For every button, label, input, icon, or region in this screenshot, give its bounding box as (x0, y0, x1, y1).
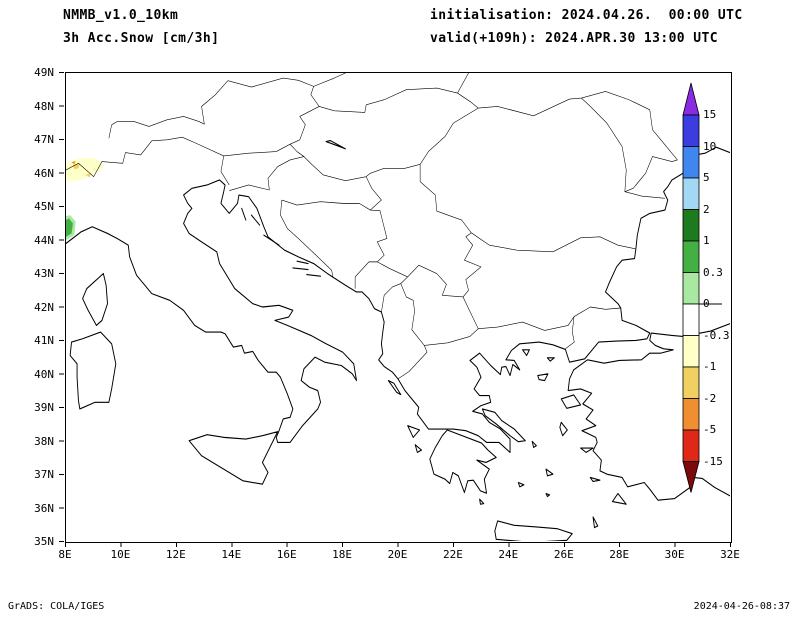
lat-label: 37N (34, 468, 54, 481)
colorbar-label: -0.3 (703, 328, 730, 342)
lat-label: 46N (34, 166, 54, 180)
lat-label: 36N (34, 501, 54, 515)
colorbar-label: 2 (703, 202, 710, 216)
lat-label: 38N (34, 434, 54, 448)
lon-label: 22E (442, 548, 463, 561)
colorbar-label: 10 (703, 139, 717, 153)
snow-patch-pale-yellow (66, 158, 105, 182)
colorbar-label: 0 (703, 297, 710, 310)
lat-label: 45N (34, 200, 54, 213)
colorbar-label: 1 (703, 234, 710, 247)
grads-credit: GrADS: COLA/IGES (8, 601, 105, 612)
lon-label: 32E (720, 548, 740, 561)
colorbar-segment (682, 209, 700, 242)
lat-label: 49N (34, 66, 54, 79)
lat-label: 40N (34, 367, 54, 381)
lon-label: 18E (332, 548, 353, 561)
colorbar-segment (682, 146, 700, 179)
lat-label: 41N (34, 334, 54, 347)
colorbar-segment (682, 398, 700, 431)
coastline-europe (66, 146, 730, 453)
colorbar-segment (682, 429, 700, 462)
lat-label: 35N (34, 535, 54, 548)
model-title: NMMB_v1.0_10km (63, 8, 179, 23)
colorbar-label: -5 (703, 423, 717, 436)
lat-label: 47N (34, 133, 54, 146)
colorbar-label: -1 (703, 360, 717, 373)
lat-label: 44N (34, 233, 54, 247)
colorbar-segment (682, 240, 700, 273)
lat-label: 48N (34, 99, 54, 113)
colorbar (682, 82, 722, 493)
coastline-turkey (567, 323, 730, 501)
country-borders (66, 73, 678, 380)
colorbar-label: 0.3 (703, 265, 723, 279)
colorbar-segment (682, 335, 700, 368)
lat-label: 43N (34, 267, 54, 280)
lon-label: 24E (498, 548, 519, 561)
lon-label: 10E (110, 548, 131, 561)
map-canvas (66, 73, 730, 541)
colorbar-segment (682, 366, 700, 399)
init-time: initialisation: 2024.04.26. 00:00 UTC (430, 8, 743, 23)
lon-label: 30E (664, 548, 685, 561)
colorbar-top-arrow (682, 82, 700, 116)
lat-label: 39N (34, 401, 54, 414)
coastline-islands (69, 139, 627, 541)
colorbar-label: -2 (703, 391, 717, 405)
lon-label: 14E (221, 548, 242, 561)
lat-label: 42N (34, 300, 54, 314)
lat-axis-ticks (59, 72, 64, 542)
coastline-peloponnese (429, 429, 497, 494)
lon-label: 12E (165, 548, 186, 561)
valid-time: valid(+109h): 2024.APR.30 13:00 UTC (430, 31, 718, 46)
snow-patch-green (66, 218, 73, 237)
colorbar-label: 5 (703, 171, 710, 184)
colorbar-segment (682, 272, 700, 305)
lon-label: 8E (58, 548, 72, 561)
lon-label: 26E (553, 548, 574, 561)
lon-label: 28E (609, 548, 630, 561)
colorbar-segment (682, 114, 700, 147)
colorbar-segment (682, 303, 700, 336)
lon-label: 20E (387, 548, 408, 561)
product-title: 3h Acc.Snow [cm/3h] (63, 31, 220, 46)
colorbar-label: -15 (703, 454, 723, 468)
lon-label: 16E (276, 548, 297, 561)
colorbar-bottom-arrow (682, 461, 700, 493)
render-timestamp: 2024-04-26-08:37 (693, 601, 790, 612)
colorbar-segment (682, 177, 700, 210)
snow-patch-gold (72, 163, 91, 178)
colorbar-label: 15 (703, 108, 717, 121)
lon-axis-ticks (65, 542, 732, 547)
